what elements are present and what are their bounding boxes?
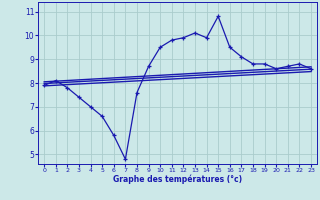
X-axis label: Graphe des températures (°c): Graphe des températures (°c) bbox=[113, 175, 242, 184]
